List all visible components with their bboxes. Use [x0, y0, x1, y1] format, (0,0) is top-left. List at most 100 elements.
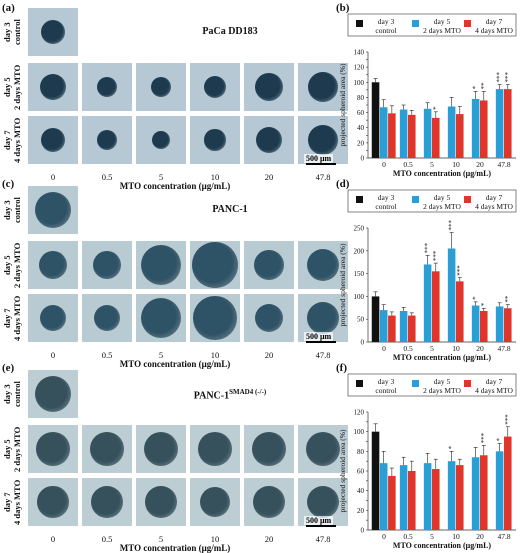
legend-swatch-2-1 — [412, 380, 419, 387]
x-tick-label-1-2: 5 — [430, 344, 434, 353]
scale-bar-label-2: 500 μm — [304, 516, 334, 525]
image-xtick-1-1: 0.5 — [101, 350, 113, 360]
spheroid-image-row2-day1-col3 — [190, 478, 240, 526]
bar-0-0-s2 — [388, 113, 396, 158]
legend-label-1-1-a: day 5 — [434, 193, 451, 202]
spheroid-image-row1-day0-col3 — [190, 241, 240, 289]
legend-label-1-0-a: day 3 — [378, 193, 395, 202]
image-xtick-0-3: 10 — [210, 172, 220, 182]
image-xtick-2-5: 47.8 — [315, 534, 331, 544]
legend-label-2-0-a: day 3 — [378, 377, 395, 386]
spheroid-image-row2-day0-col1 — [82, 425, 132, 473]
legend-swatch-0-0 — [356, 20, 363, 27]
y-tick-label-0-6: 60 — [357, 109, 365, 117]
bar-2-5-s2 — [504, 436, 512, 530]
scale-bar-0 — [306, 163, 336, 165]
legend-label-0-2-b: 4 days MTO — [475, 26, 513, 35]
spheroid-image-row0-day1-col0 — [28, 116, 78, 164]
spheroid-image-row1-day0-col5-spheroid — [306, 248, 340, 282]
bar-0-5-s2 — [504, 89, 512, 158]
spheroid-image-row1-day1-col3-spheroid — [193, 296, 237, 340]
spheroid-image-row2-day1-col4 — [244, 478, 294, 526]
y-tick-label-2-0: 0 — [361, 527, 365, 535]
image-xtick-2-1: 0.5 — [101, 534, 113, 544]
spheroid-image-row2-day0-col1-spheroid — [90, 432, 124, 466]
legend-label-2-2-b: 4 days MTO — [475, 386, 513, 395]
panel-label-b: (b) — [336, 2, 350, 14]
bar-1-2-s1 — [423, 264, 432, 342]
spheroid-image-row0-day0-col1-spheroid — [96, 76, 118, 98]
spheroid-image-row2-day0-col5 — [298, 425, 348, 473]
legend-label-2-1-a: day 5 — [434, 377, 451, 386]
spheroid-image-row1-day0-col1-spheroid — [93, 251, 121, 279]
significance-1-3-s2: *** — [456, 265, 464, 276]
image-xtick-0-5: 47.8 — [315, 172, 331, 182]
control-image-row1-spheroid — [35, 192, 71, 228]
y-tick-label-2-6: 60 — [357, 468, 365, 476]
panel-label-d: (d) — [336, 178, 350, 190]
y-tick-label-0-10: 100 — [354, 79, 365, 87]
bar-1-0-control — [371, 296, 380, 342]
bar-2-4-s1 — [471, 457, 480, 530]
x-tick-label-2-2: 5 — [430, 532, 434, 541]
x-tick-label-0-3: 10 — [452, 160, 460, 169]
spheroid-image-row1-day1-col0-spheroid — [39, 304, 67, 332]
y-tick-label-0-0: 0 — [361, 155, 365, 163]
control-row-label-1: day 3 control — [2, 197, 22, 223]
x-tick-label-1-1: 0.5 — [403, 344, 413, 353]
panel-label-c: (c) — [2, 178, 15, 190]
significance-0-5-s1: *** — [496, 72, 504, 83]
y-axis-label-1: projected spheroid area (%) — [338, 243, 347, 327]
bar-0-1-s2 — [408, 114, 416, 158]
image-xtick-0-1: 0.5 — [101, 172, 113, 182]
legend-label-0-1-b: 2 days MTO — [423, 26, 461, 35]
spheroid-image-row1-day1-col0 — [28, 294, 78, 342]
bar-1-0-s2 — [388, 315, 396, 342]
x-axis-label-2: MTO concentration (μg/mL) — [393, 541, 491, 550]
legend-label-2-0-b: control — [375, 386, 396, 395]
y-tick-label-0-12: 120 — [354, 64, 365, 72]
legend-label-2-1-b: 2 days MTO — [423, 386, 461, 395]
scale-bar-1 — [306, 341, 336, 343]
spheroid-image-row1-day1-col1-spheroid — [93, 304, 121, 332]
spheroid-image-row2-day1-col1 — [82, 478, 132, 526]
image-xtick-1-4: 20 — [264, 350, 274, 360]
x-tick-label-2-4: 20 — [476, 532, 484, 541]
bar-1-5-s2 — [504, 308, 512, 342]
spheroid-image-row1-day0-col3-spheroid — [192, 242, 238, 288]
bar-2-5-s1 — [495, 451, 504, 530]
bar-2-0-s2 — [388, 475, 396, 530]
x-tick-label-2-0: 0 — [382, 532, 386, 541]
spheroid-image-row2-day0-col0-spheroid — [36, 432, 70, 466]
y-tick-label-0-4: 40 — [357, 124, 365, 132]
spheroid-image-row1-day0-col2-spheroid — [140, 244, 182, 286]
panel-label-e: (e) — [2, 362, 15, 374]
scale-bar-label-1: 500 μm — [304, 332, 334, 341]
y-tick-label-2-4: 40 — [357, 487, 365, 495]
legend-swatch-2-2 — [464, 380, 471, 387]
bar-2-4-s2 — [480, 455, 488, 530]
y-tick-label-2-8: 80 — [357, 448, 365, 456]
bar-1-2-s2 — [432, 271, 440, 342]
spheroid-image-row0-day1-col4-spheroid — [255, 126, 283, 154]
significance-1-2-s2: *** — [432, 250, 440, 261]
spheroid-image-row2-day1-col2-spheroid — [145, 486, 177, 518]
x-axis-label-0: MTO concentration (μg/mL) — [393, 169, 491, 178]
spheroid-image-row2-day0-col4 — [244, 425, 294, 473]
spheroid-image-row0-day1-col2-spheroid — [151, 130, 171, 150]
spheroid-image-row0-day0-col3 — [190, 63, 240, 111]
x-tick-label-1-4: 20 — [476, 344, 484, 353]
legend-label-0-1-a: day 5 — [434, 17, 451, 26]
bar-0-0-control — [371, 82, 380, 158]
y-tick-label-1-0: 0 — [361, 339, 365, 347]
y-tick-label-2-2: 20 — [357, 507, 365, 515]
y-tick-label-0-14: 140 — [354, 49, 365, 57]
spheroid-image-row1-day0-col0-spheroid — [39, 251, 67, 279]
y-axis-label-2: projected spheroid area (%) — [338, 429, 347, 513]
y-axis-label-0: projected spheroid area (%) — [338, 63, 347, 147]
bar-0-1-s1 — [399, 109, 408, 158]
spheroid-image-row2-day0-col3 — [190, 425, 240, 473]
